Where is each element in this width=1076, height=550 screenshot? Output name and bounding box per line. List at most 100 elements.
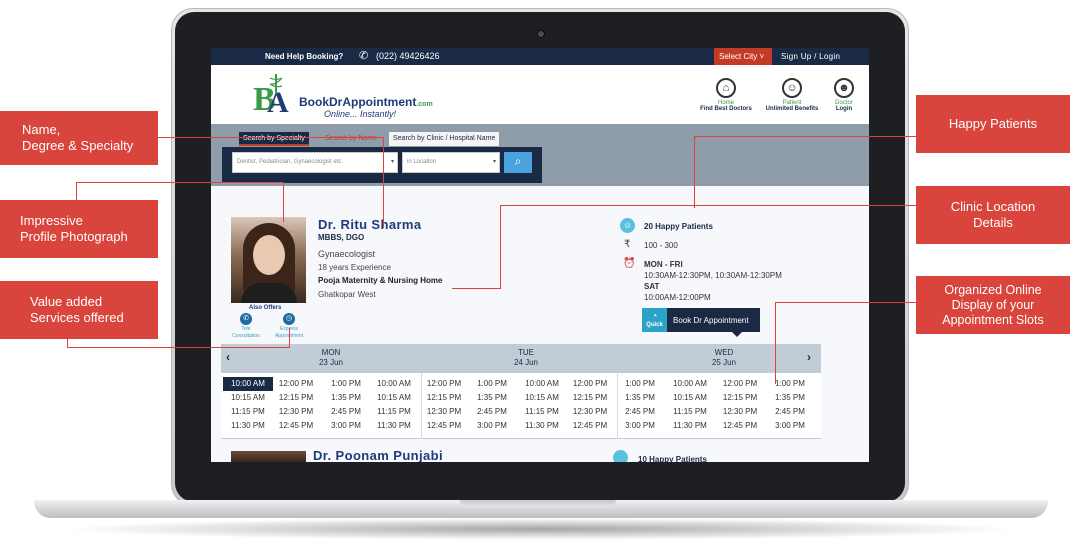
happy-patients-count[interactable]: 20 Happy Patients [644,222,713,231]
previous-days-arrow-icon[interactable]: ‹ [226,350,230,364]
location-input[interactable]: in Location ▾ [402,152,500,173]
day-header-tue: TUE 24 Jun [513,348,539,367]
site-header: B A BookDrAppointment.com Online... Inst… [211,65,869,124]
service-tele-consultation[interactable]: ✆ Tele Consultation [231,313,261,339]
search-button[interactable]: ⌕ [504,152,532,173]
leader-line [158,137,384,138]
time-slot[interactable]: 10:00 AM [223,377,273,391]
time-slot[interactable]: 3:00 PM [477,421,507,430]
select-city-dropdown[interactable]: Select City ˅ [714,48,772,65]
also-offers-label: Also Offers [249,305,282,311]
time-slot[interactable]: 11:15 PM [525,407,559,416]
time-slot[interactable]: 12:30 PM [278,407,314,416]
book-appointment-button[interactable]: ◔ Quick Book Dr Appointment [642,308,760,337]
time-slot[interactable]: 12:30 PM [426,407,462,416]
time-slot[interactable]: 11:30 PM [525,421,559,430]
time-slot[interactable]: 3:00 PM [775,421,805,430]
time-slot[interactable]: 12:00 PM [426,379,462,388]
day-divider [617,373,618,439]
leader-line [67,339,68,347]
time-slot[interactable]: 10:15 AM [525,393,559,402]
consultation-fee: 100 - 300 [644,241,678,250]
tab-search-by-name[interactable]: Search by Name [325,135,378,142]
doctor-specialty: Gynaecologist [318,249,376,259]
clock-icon: ◷ [283,313,295,325]
time-slot[interactable]: 12:00 PM [278,379,314,388]
time-slot[interactable]: 12:00 PM [722,379,758,388]
tab-search-by-clinic[interactable]: Search by Clinic / Hospital Name [389,132,500,146]
leader-line [775,302,776,384]
time-slot[interactable]: 12:30 PM [722,407,758,416]
time-slot[interactable]: 11:30 PM [377,421,411,430]
slot-column: 10:00 AM 10:15 AM 11:15 PM 11:30 PM [369,377,419,433]
time-slot[interactable]: 12:15 PM [572,393,608,402]
time-slot[interactable]: 12:45 PM [572,421,608,430]
time-slot[interactable]: 11:15 PM [673,407,707,416]
time-slot[interactable]: 1:35 PM [625,393,655,402]
nav-patient[interactable]: ☺ Patient Unlimited Benefits [764,78,820,112]
next-doctor-name[interactable]: Dr. Poonam Punjabi [313,448,443,462]
time-slot[interactable]: 2:45 PM [625,407,655,416]
next-doctor-photo[interactable] [231,451,306,462]
time-slot[interactable]: 12:15 PM [426,393,462,402]
slot-column: 1:00 PM 1:35 PM 2:45 PM 3:00 PM [467,377,517,433]
time-slot[interactable]: 10:15 AM [231,393,265,402]
schedule-days-weekday: MON - FRI [644,260,683,269]
time-slot[interactable]: 10:15 AM [377,393,411,402]
time-slot[interactable]: 11:30 PM [231,421,265,430]
next-days-arrow-icon[interactable]: › [807,350,811,364]
time-slot[interactable]: 1:00 PM [331,379,361,388]
time-slot[interactable]: 12:30 PM [572,407,608,416]
time-slot[interactable]: 11:15 PM [231,407,265,416]
specialty-input[interactable]: Dentist, Pediatrician, Gynaecologist etc… [232,152,398,173]
doctor-results: Also Offers ✆ Tele Consultation ◷ Expres… [211,186,869,462]
leader-line [383,137,384,228]
nav-doctor[interactable]: ☻ Doctor Login [816,78,869,112]
time-slot[interactable]: 2:45 PM [331,407,361,416]
doctor-photo[interactable] [231,217,306,303]
signup-login-link[interactable]: Sign Up / Login [781,52,841,61]
doctor-name[interactable]: Dr. Ritu Sharma [318,217,422,232]
time-slot[interactable]: 2:45 PM [775,407,805,416]
day-divider [421,373,422,439]
nav-patient-label: Patient [782,100,802,106]
time-slot[interactable]: 3:00 PM [625,421,655,430]
time-slot[interactable]: 10:00 AM [525,379,559,388]
time-slot[interactable]: 12:00 PM [572,379,608,388]
time-slot[interactable]: 1:00 PM [775,379,805,388]
time-slot[interactable]: 10:00 AM [673,379,707,388]
logo-name[interactable]: BookDrAppointment.com [299,95,433,109]
callout-profile-photo: Impressive Profile Photograph [0,200,158,258]
time-slot[interactable]: 12:15 PM [722,393,758,402]
time-slot[interactable]: 1:35 PM [775,393,805,402]
time-slot[interactable]: 10:00 AM [377,379,411,388]
slot-column: 10:00 AM 10:15 AM 11:15 PM 11:30 PM [517,377,567,433]
time-slot[interactable]: 12:45 PM [278,421,314,430]
time-slot[interactable]: 11:30 PM [673,421,707,430]
time-slot[interactable]: 11:15 PM [377,407,411,416]
time-slot[interactable]: 10:15 AM [673,393,707,402]
time-slot[interactable]: 12:45 PM [722,421,758,430]
svg-text:A: A [267,86,289,116]
clinic-name[interactable]: Pooja Maternity & Nursing Home [318,276,443,285]
time-slot[interactable]: 3:00 PM [331,421,361,430]
time-slot[interactable]: 12:45 PM [426,421,462,430]
time-slot[interactable]: 2:45 PM [477,407,507,416]
time-slot[interactable]: 12:15 PM [278,393,314,402]
helpline-number[interactable]: (022) 49426426 [376,51,440,61]
time-slot[interactable]: 1:00 PM [477,379,507,388]
tab-search-by-specialty[interactable]: Search by Specialty [239,132,309,146]
leader-line [76,182,284,183]
time-slot[interactable]: 1:35 PM [477,393,507,402]
logo-icon[interactable]: B A [253,72,299,116]
calendar-day-bar: ‹ MON 23 Jun TUE 24 Jun WED 25 Jun › [221,344,821,373]
slot-column: 1:00 PM 1:35 PM 2:45 PM 3:00 PM [765,377,815,433]
leader-line [500,205,916,206]
time-slot[interactable]: 1:00 PM [625,379,655,388]
search-area: Search by Specialty Search by Name Searc… [211,124,869,186]
nav-home[interactable]: ⌂ Home Find Best Doctors [698,78,754,112]
time-slot[interactable]: 1:35 PM [331,393,361,402]
leader-line [500,205,501,289]
smiley-icon: ☺ [620,218,635,233]
stopwatch-icon: ◔ [651,311,658,322]
